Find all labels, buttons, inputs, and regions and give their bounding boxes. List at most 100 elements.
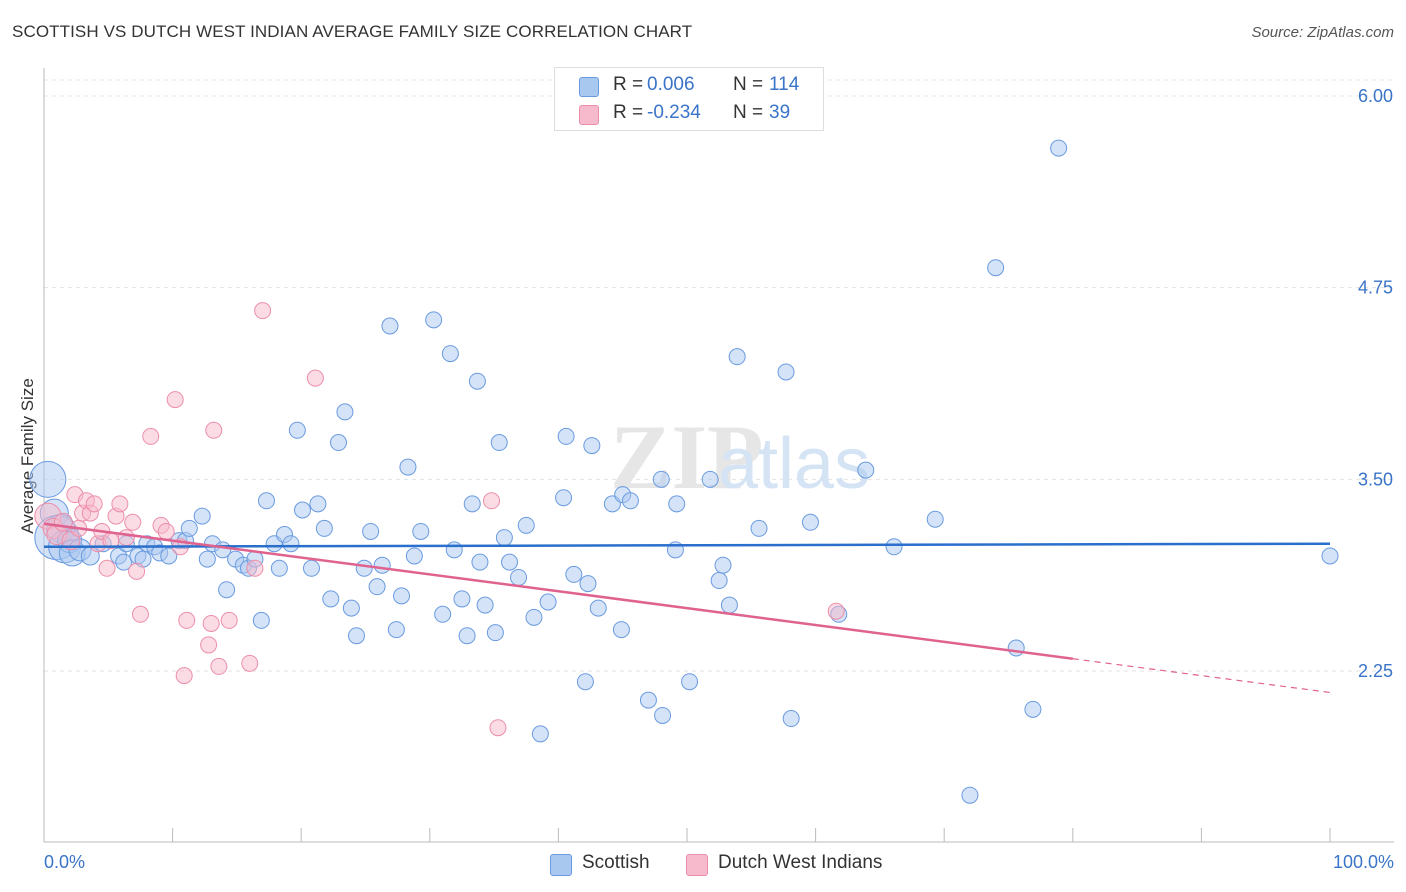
scottish-point	[342, 599, 360, 617]
dutch-points	[34, 302, 845, 737]
legend-label-scottish: Scottish	[582, 852, 650, 873]
dutch-point	[131, 605, 149, 623]
y-tick-label: 6.00	[1358, 86, 1393, 106]
dutch-point	[53, 512, 73, 532]
scottish-point	[445, 541, 463, 559]
dutch-point	[85, 495, 103, 513]
dutch-point	[200, 636, 218, 654]
dutch-point	[202, 614, 220, 632]
dutch-point	[178, 611, 196, 629]
scottish-point	[720, 596, 738, 614]
scottish-point	[463, 495, 481, 513]
dutch-point	[827, 602, 845, 620]
scottish-point	[583, 437, 601, 455]
scottish-point	[329, 434, 347, 452]
scottish-point	[293, 501, 311, 519]
scottish-point	[405, 547, 423, 565]
scottish-point	[302, 559, 320, 577]
scottish-point	[801, 513, 819, 531]
dutch-point	[157, 522, 175, 540]
scottish-point	[252, 611, 270, 629]
scottish-point	[288, 421, 306, 439]
scottish-point	[355, 559, 373, 577]
correlation-legend: R = 0.006 N = 114 R = -0.234 N = 39	[554, 67, 824, 131]
dutch-point	[483, 492, 501, 510]
scottish-point	[576, 673, 594, 691]
scottish-point	[1007, 639, 1025, 657]
dutch-point	[142, 427, 160, 445]
scottish-point	[557, 427, 575, 445]
scottish-point	[198, 550, 216, 568]
scottish-point	[486, 624, 504, 642]
y-tick-label: 4.75	[1358, 278, 1393, 298]
scottish-point	[468, 372, 486, 390]
scottish-point	[180, 519, 198, 537]
dutch-point	[306, 369, 324, 387]
r-value: -0.234	[647, 102, 701, 123]
legend-row-scottish: R = 0.006 N = 114	[555, 72, 823, 100]
scottish-point	[495, 529, 513, 547]
dutch-point	[220, 611, 238, 629]
scottish-point	[961, 786, 979, 804]
scottish-point	[728, 348, 746, 366]
scottish-point	[517, 516, 535, 534]
scottish-point	[441, 345, 459, 363]
scottish-point	[115, 553, 133, 571]
scottish-point	[710, 572, 728, 590]
dutch-point	[246, 559, 264, 577]
scottish-point	[347, 627, 365, 645]
dutch-point	[241, 654, 259, 672]
scottish-point	[282, 535, 300, 553]
scottish-point	[926, 510, 944, 528]
scottish-point	[425, 311, 443, 329]
scottish-point	[373, 556, 391, 574]
scottish-point	[368, 578, 386, 596]
dutch-point	[128, 562, 146, 580]
dutch-point	[489, 719, 507, 737]
scottish-point	[579, 575, 597, 593]
n-value: 39	[769, 102, 791, 123]
scottish-point	[621, 492, 639, 510]
watermark-zip: ZIP	[610, 406, 763, 508]
scottish-point	[362, 522, 380, 540]
scottish-point	[270, 559, 288, 577]
y-tick-label: 2.25	[1358, 661, 1393, 681]
trend-lines	[43, 522, 1331, 694]
scottish-point	[336, 403, 354, 421]
dutch-point	[210, 657, 228, 675]
scottish-point	[612, 621, 630, 639]
n-value: 114	[769, 74, 800, 95]
scottish-point	[782, 710, 800, 728]
scottish-point	[412, 522, 430, 540]
y-tick-labels: 2.25 3.50 4.75 6.00	[1358, 86, 1393, 681]
scottish-point	[381, 317, 399, 335]
chart-title: SCOTTISH VS DUTCH WEST INDIAN AVERAGE FA…	[12, 22, 693, 41]
r-label: R =	[613, 102, 644, 123]
scottish-point	[510, 568, 528, 586]
dutch-point	[117, 529, 135, 547]
dutch-point	[175, 667, 193, 685]
dutch-point	[124, 513, 142, 531]
scottish-point	[668, 495, 686, 513]
n-label: N =	[733, 102, 764, 123]
dutch-point	[98, 559, 116, 577]
scottish-point	[531, 725, 549, 743]
scottish-point	[387, 621, 405, 639]
dutch-point	[205, 421, 223, 439]
scottish-point	[654, 706, 672, 724]
scottish-point	[315, 519, 333, 537]
scottish-point	[399, 458, 417, 476]
scottish-point	[525, 608, 543, 626]
scottish-point	[639, 691, 657, 709]
watermark: ZIP atlas	[610, 406, 870, 508]
source-label: Source: ZipAtlas.com	[1251, 24, 1394, 41]
scottish-trend-line	[43, 542, 1331, 549]
dutch-point	[254, 302, 272, 320]
scottish-point	[490, 434, 508, 452]
scottish-point	[453, 590, 471, 608]
scottish-point	[1024, 700, 1042, 718]
legend-row-dutch: R = -0.234 N = 39	[555, 100, 823, 128]
scottish-point	[501, 553, 519, 571]
scottish-point	[539, 593, 557, 611]
dutch-point	[166, 391, 184, 409]
